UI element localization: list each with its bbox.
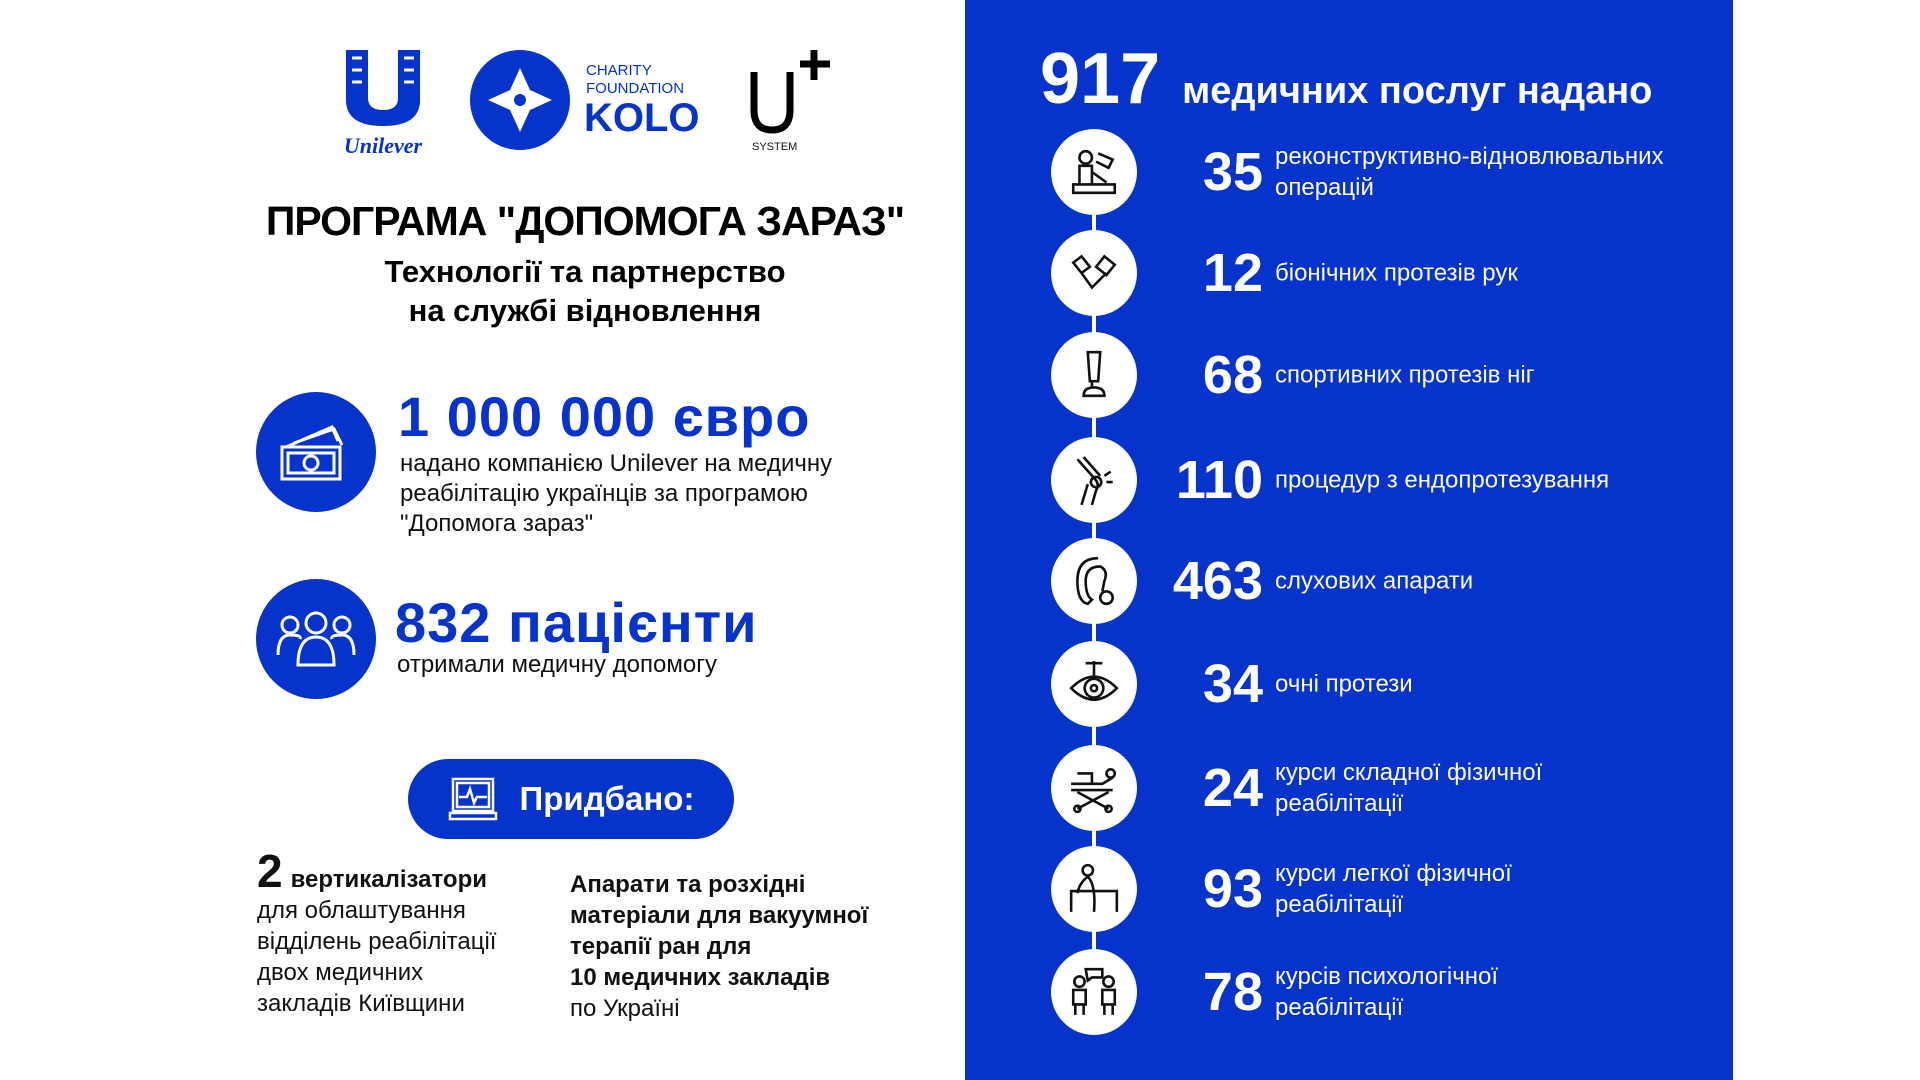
service-value: 12 <box>1202 243 1263 303</box>
service-label-line: операцій <box>1275 174 1374 201</box>
desc-line: реабілітацію українців за програмою <box>400 480 808 507</box>
service-item: 78 курсів психологічної реабілітації <box>1051 942 1711 1042</box>
services-total: 917 <box>1040 39 1161 119</box>
purchased-right-line: 10 медичних закладів <box>570 964 831 991</box>
purchased-right-line: матеріали для вакуумної <box>570 902 869 929</box>
service-label-line: реконструктивно-відновлювальних <box>1275 143 1664 170</box>
hearing-aid-icon <box>1051 538 1137 624</box>
service-label: спортивних протезів ніг <box>1275 360 1711 391</box>
desc-line: "Допомога зараз" <box>400 510 594 537</box>
service-value: 35 <box>1202 142 1263 202</box>
service-label-line: слухових апарати <box>1275 567 1474 595</box>
service-label: курси складної фізичної реабілітації <box>1275 757 1711 819</box>
service-label-line: курсів психологічної <box>1275 963 1499 990</box>
patients-amount: 832 пацієнти <box>395 591 758 654</box>
service-label-line: біонічних протезів рук <box>1275 259 1518 287</box>
monitor-icon <box>448 777 497 821</box>
service-item: 463 слухових апарати <box>1051 531 1711 631</box>
funding-description: надано компанією Unilever на медичну реа… <box>400 449 832 539</box>
eye-icon <box>1051 641 1137 727</box>
unilever-wordmark: Unilever <box>343 133 423 158</box>
kolo-foundation-text: FOUNDATION <box>586 80 685 97</box>
purchased-left: 2 вертикалізатори для облаштування відділ… <box>257 848 557 1019</box>
service-value: 78 <box>1202 962 1263 1022</box>
service-label: курси легкої фізичної реабілітації <box>1275 858 1711 920</box>
kolo-charity-text: CHARITY <box>586 62 652 79</box>
purchased-left-line: двох медичних <box>257 959 424 986</box>
service-value: 463 <box>1172 551 1263 611</box>
service-item: 12 біонічних протезів рук <box>1051 223 1711 323</box>
service-item: 68 спортивних протезів ніг <box>1051 325 1711 425</box>
purchased-right-line: Апарати та розхідні <box>570 871 806 898</box>
usystem-logo: SYSTEM <box>748 48 838 153</box>
purchased-left-head: 2 вертикалізатори <box>257 848 557 895</box>
purchased-button[interactable]: Придбано: <box>408 759 734 839</box>
bionic-arm-icon <box>1051 230 1137 316</box>
kolo-emblem-icon <box>470 50 570 150</box>
service-label-line: процедур з ендопротезування <box>1275 466 1610 494</box>
service-label-line: очні протези <box>1275 670 1413 698</box>
money-icon <box>256 392 376 512</box>
purchased-right-line: терапії ран для <box>570 933 752 960</box>
service-value: 93 <box>1202 859 1263 919</box>
service-label-line: реабілітації <box>1275 891 1404 918</box>
kolo-logo: CHARITY FOUNDATION KOLO <box>468 48 708 152</box>
service-value: 24 <box>1202 758 1263 818</box>
service-item: 110 процедур з ендопротезування <box>1051 430 1711 530</box>
service-label-line: курси складної фізичної <box>1275 759 1543 786</box>
purchased-left-line: закладів Київщини <box>257 990 465 1017</box>
service-label: очні протези <box>1275 669 1711 700</box>
service-value: 34 <box>1202 654 1263 714</box>
service-item: 34 очні протези <box>1051 634 1711 734</box>
service-item: 35 реконструктивно-відновлювальних операц… <box>1051 122 1711 222</box>
unilever-u-icon <box>346 50 420 126</box>
people-icon <box>256 579 376 699</box>
page-title: ПРОГРАМА "ДОПОМОГА ЗАРАЗ" <box>265 198 905 244</box>
purchased-right: Апарати та розхідні матеріали для вакуум… <box>570 869 960 1024</box>
purchased-right-line: по Україні <box>570 995 680 1022</box>
knee-joint-icon <box>1051 437 1137 523</box>
patients-description: отримали медичну допомогу <box>397 651 717 678</box>
purchased-left-line: для облаштування <box>257 897 466 924</box>
service-label-line: курси легкої фізичної <box>1275 860 1512 887</box>
purchased-left-count: 2 <box>257 845 283 897</box>
service-label: курсів психологічної реабілітації <box>1275 961 1711 1023</box>
services-heading: 917 медичних послуг надано <box>1040 38 1652 120</box>
service-label-line: реабілітації <box>1275 994 1404 1021</box>
service-label-line: спортивних протезів ніг <box>1275 361 1535 389</box>
purchased-button-label: Придбано: <box>519 780 695 817</box>
kolo-name: KOLO <box>584 96 700 140</box>
prosthetic-leg-icon <box>1051 332 1137 418</box>
service-label: слухових апарати <box>1275 566 1711 597</box>
subtitle-line: на службі відновлення <box>408 293 762 328</box>
stretcher-icon <box>1051 745 1137 831</box>
therapy-session-icon <box>1051 949 1137 1035</box>
service-item: 93 курси легкої фізичної реабілітації <box>1051 839 1711 939</box>
u-plus-icon <box>750 50 830 134</box>
service-label-line: реабілітації <box>1275 790 1404 817</box>
service-value: 68 <box>1202 345 1263 405</box>
usystem-sub-text: SYSTEM <box>752 141 798 153</box>
service-label: біонічних протезів рук <box>1275 258 1711 289</box>
service-label: реконструктивно-відновлювальних операцій <box>1275 141 1711 203</box>
desc-line: надано компанією Unilever на медичну <box>400 450 833 477</box>
service-label: процедур з ендопротезування <box>1275 465 1711 496</box>
unilever-logo: Unilever <box>336 48 430 158</box>
purchased-left-item: вертикалізатори <box>290 866 487 893</box>
surgeon-icon <box>1051 129 1137 215</box>
page-subtitle: Технології та партнерство на службі відн… <box>200 252 970 330</box>
funding-amount: 1 000 000 євро <box>398 385 811 448</box>
parallel-bars-icon <box>1051 846 1137 932</box>
service-value: 110 <box>1175 450 1263 510</box>
services-heading-text: медичних послуг надано <box>1182 70 1653 112</box>
purchased-left-line: відділень реабілітації <box>257 928 497 955</box>
service-item: 24 курси складної фізичної реабілітації <box>1051 738 1711 838</box>
subtitle-line: Технології та партнерство <box>384 254 786 289</box>
